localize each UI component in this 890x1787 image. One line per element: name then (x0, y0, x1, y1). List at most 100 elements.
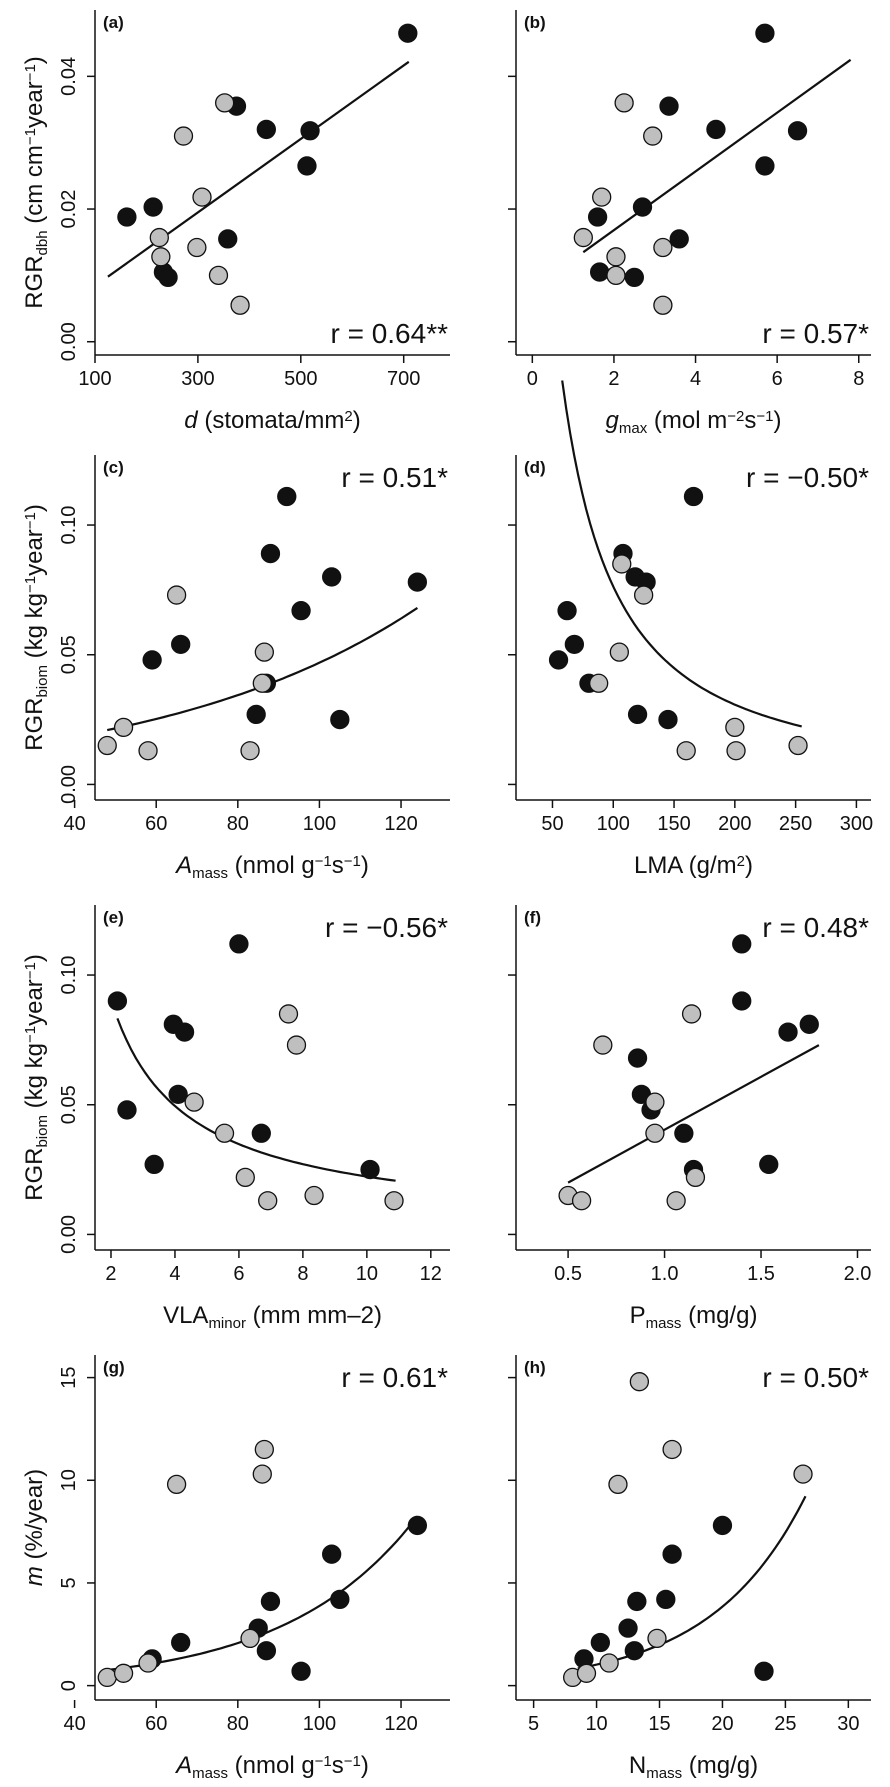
label-part: RGR (21, 1148, 48, 1201)
data-point (589, 262, 610, 282)
label-part: year (21, 979, 48, 1026)
x-tick-label: 5 (528, 1713, 539, 1735)
x-tick-label: 10 (356, 1263, 378, 1285)
data-point (608, 1474, 628, 1495)
data-point (799, 1014, 819, 1034)
data-point (252, 1464, 272, 1484)
y-tick-label: 0.05 (58, 1085, 80, 1124)
data-point (571, 1191, 592, 1211)
data-point (230, 295, 250, 315)
y-tick-label: 5 (58, 1577, 80, 1588)
label-part: ) (361, 852, 369, 879)
label-part: g (606, 407, 620, 434)
fit-line (116, 1017, 396, 1182)
panel-d: 50 100 150 200 250 300 LMA (g/m2) (d) r = −0.50* (508, 380, 873, 879)
data-point (606, 265, 626, 286)
data-point (214, 1123, 235, 1143)
data-point (662, 1439, 682, 1460)
label-part: ) (773, 407, 781, 434)
label-part: ) (353, 407, 361, 434)
data-point (384, 1191, 404, 1211)
fit-line (567, 1044, 820, 1184)
label-part: ) (21, 504, 48, 512)
data-point (787, 121, 808, 141)
data-point (645, 1123, 665, 1143)
data-point (573, 227, 593, 248)
label-part: year (21, 529, 48, 576)
y-tick-label: 0 (58, 1680, 80, 1691)
data-point (557, 600, 577, 621)
x-tick-label: 40 (63, 813, 85, 835)
label-part: s (744, 407, 756, 434)
data-point (278, 1004, 299, 1024)
label-part: RGR (21, 255, 48, 308)
x-tick-label: 120 (384, 1713, 417, 1735)
label-part: s (332, 1752, 344, 1779)
x-tick-label: 40 (63, 1713, 85, 1735)
label-part: mass (646, 1765, 682, 1782)
data-point (330, 709, 350, 730)
x-tick-label: 100 (303, 813, 336, 835)
x-axis-label: d (stomata/mm2) (184, 407, 360, 434)
data-point (627, 1591, 647, 1612)
correlation-label: r = 0.50* (762, 1362, 869, 1393)
data-point (548, 650, 569, 670)
data-point (629, 1372, 650, 1392)
x-tick-label: 300 (181, 368, 214, 390)
panel-label: (h) (524, 1358, 546, 1377)
label-part: N (629, 1752, 646, 1779)
x-tick-label: 250 (779, 813, 812, 835)
x-tick-label: 6 (772, 368, 783, 390)
panel-e: 2 4 6 8 10 12 0.00 0.05 0.10 VLAminor (mm mm–2) RG… (21, 905, 450, 1332)
label-part: (mg/g) (681, 1302, 757, 1329)
label-part: (mg/g) (682, 1752, 758, 1779)
label-part: A (174, 852, 192, 879)
label-part: −2 (727, 408, 744, 425)
y-axis-label: RGRbiom (kg kg−1year−1) (21, 504, 51, 751)
label-part: (nmol g (228, 852, 315, 879)
panel-h: 5 10 15 20 25 30 Nmass (mg/g) (h) r = 0.50* (508, 1355, 871, 1782)
data-point (674, 1123, 694, 1143)
label-part: (kg kg (21, 1043, 48, 1115)
correlation-label: r = 0.57* (762, 318, 869, 349)
y-axis-label: RGRdbh (cm cm−1year−1) (21, 56, 51, 309)
y-tick-label: 0.00 (58, 765, 80, 804)
data-point (681, 1004, 702, 1024)
data-point (297, 156, 317, 176)
y-tick-label: 0.04 (58, 57, 80, 96)
x-tick-label: 80 (227, 1713, 249, 1735)
x-tick-label: 0.5 (554, 1263, 582, 1285)
data-point (286, 1035, 307, 1055)
data-point (97, 735, 117, 756)
data-point (300, 121, 320, 141)
data-point (653, 295, 673, 315)
data-point (97, 1667, 117, 1688)
data-point (587, 207, 608, 227)
x-tick-label: 6 (233, 1263, 244, 1285)
data-point (788, 735, 808, 756)
data-point (151, 247, 171, 267)
label-part: ) (21, 954, 48, 962)
data-point (256, 119, 276, 140)
panel-label: (e) (103, 908, 124, 927)
data-point (656, 1589, 676, 1610)
x-axis-label: Pmass (mg/g) (630, 1302, 758, 1332)
data-point (277, 486, 297, 507)
data-point (208, 265, 229, 286)
data-point (685, 1167, 706, 1188)
label-part: −1 (22, 64, 39, 81)
data-point (171, 634, 191, 655)
x-tick-label: 25 (774, 1713, 796, 1735)
data-point (706, 119, 726, 140)
x-tick-label: 120 (384, 813, 417, 835)
data-point (732, 934, 752, 954)
data-point (360, 1159, 380, 1180)
panel-label: (g) (103, 1358, 125, 1377)
data-point (669, 229, 689, 249)
label-part: minor (208, 1315, 246, 1332)
data-point (246, 704, 266, 725)
x-axis-label: Amass (nmol g−1s−1) (174, 852, 369, 882)
data-point (754, 1661, 774, 1681)
label-part: mass (192, 1765, 228, 1782)
